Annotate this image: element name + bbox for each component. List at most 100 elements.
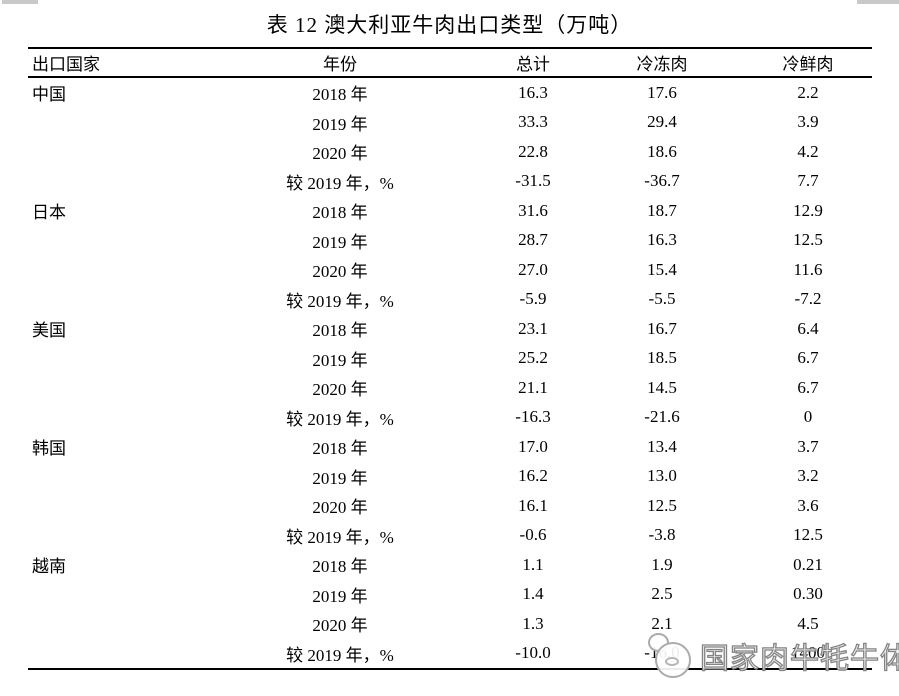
cell-frozen: 17.6 — [647, 82, 677, 102]
cell-frozen: 18.6 — [647, 141, 677, 161]
table-row: 2020 年 1.3 2.1 4.5 — [28, 609, 872, 639]
cell-year: 2020 年 — [312, 144, 368, 164]
col-header-total: 总计 — [516, 55, 550, 74]
cell-frozen: 18.5 — [647, 348, 677, 368]
table-row: 较 2019 年，% -5.9 -5.5 -7.2 — [28, 285, 872, 315]
cell-year: 2018 年 — [312, 203, 368, 223]
cell-country: 美国 — [32, 321, 66, 341]
cell-country: 日本 — [32, 203, 66, 223]
cell-year: 2018 年 — [312, 85, 368, 105]
cell-year: 2019 年 — [312, 114, 368, 134]
cell-total: 16.1 — [518, 495, 548, 515]
cell-year: 较 2019 年，% — [286, 409, 394, 429]
cell-country: 中国 — [32, 85, 66, 105]
col-header-year: 年份 — [323, 55, 357, 74]
cell-frozen: -3.8 — [648, 525, 676, 545]
cell-country: 韩国 — [32, 439, 66, 459]
cell-year: 较 2019 年，% — [286, 173, 394, 193]
cell-total: 1.1 — [522, 554, 544, 574]
cell-chilled: 2.2 — [797, 82, 819, 102]
cell-frozen: 16.3 — [647, 230, 677, 250]
cell-total: 1.4 — [522, 584, 544, 604]
cell-year: 2020 年 — [312, 380, 368, 400]
cell-chilled: 3.6 — [797, 495, 819, 515]
cell-year: 较 2019 年，% — [286, 291, 394, 311]
table-row: 2019 年 33.3 29.4 3.9 — [28, 108, 872, 138]
cell-chilled: 3.2 — [797, 466, 819, 486]
table-title: 表 12 澳大利亚牛肉出口类型（万吨） — [266, 13, 633, 37]
table-header-row: 出口国家 年份 总计 冷冻肉 冷鲜肉 — [28, 49, 872, 78]
table-row: 日本 2018 年 31.6 18.7 12.9 — [28, 196, 872, 226]
table-row: 韩国 2018 年 17.0 13.4 3.7 — [28, 432, 872, 462]
cell-total: 1.3 — [522, 613, 544, 633]
cell-chilled: 6.7 — [797, 377, 819, 397]
cell-year: 2018 年 — [312, 557, 368, 577]
cell-chilled: 4.2 — [797, 141, 819, 161]
cell-frozen: 1.9 — [651, 554, 673, 574]
cell-frozen: 29.4 — [647, 112, 677, 132]
cell-year: 2019 年 — [312, 350, 368, 370]
cell-chilled: 1400 — [791, 643, 825, 663]
cell-chilled: 12.5 — [793, 230, 823, 250]
cell-chilled: 12.9 — [793, 200, 823, 220]
beef-export-table: 出口国家 年份 总计 冷冻肉 冷鲜肉 中国 2018 年 16.3 17.6 2.2 20… — [28, 47, 872, 670]
cell-chilled: 11.6 — [793, 259, 823, 279]
cell-chilled: 12.5 — [793, 525, 823, 545]
table-row: 中国 2018 年 16.3 17.6 2.2 — [28, 78, 872, 108]
table-row: 较 2019 年，% -16.3 -21.6 0 — [28, 403, 872, 433]
cell-total: 17.0 — [518, 436, 548, 456]
cell-total: -31.5 — [515, 171, 551, 191]
table-row: 较 2019 年，% -0.6 -3.8 12.5 — [28, 521, 872, 551]
cell-chilled: 0 — [803, 407, 813, 427]
cell-frozen: -21.6 — [644, 407, 680, 427]
col-header-export-country: 出口国家 — [32, 55, 100, 74]
cell-year: 2020 年 — [312, 498, 368, 518]
table-row: 2019 年 28.7 16.3 12.5 — [28, 226, 872, 256]
cell-total: 16.3 — [518, 82, 548, 102]
cell-year: 2019 年 — [312, 586, 368, 606]
cell-total: 31.6 — [518, 200, 548, 220]
cell-total: 25.2 — [518, 348, 548, 368]
cell-year: 2020 年 — [312, 616, 368, 636]
top-left-edge-artifact — [2, 0, 38, 4]
cell-frozen: 16.7 — [647, 318, 677, 338]
cell-year: 较 2019 年，% — [286, 645, 394, 665]
table-row: 2020 年 21.1 14.5 6.7 — [28, 373, 872, 403]
cell-chilled: 4.5 — [797, 613, 819, 633]
table-row: 2019 年 1.4 2.5 0.30 — [28, 580, 872, 610]
table-row: 2020 年 16.1 12.5 3.6 — [28, 491, 872, 521]
cell-frozen: 12.5 — [647, 495, 677, 515]
cell-frozen: 14.5 — [647, 377, 677, 397]
cell-frozen: -36.7 — [644, 171, 680, 191]
cell-frozen: -16.0 — [644, 643, 680, 663]
cell-chilled: 6.7 — [797, 348, 819, 368]
table-row: 2020 年 22.8 18.6 4.2 — [28, 137, 872, 167]
cell-chilled: 6.4 — [797, 318, 819, 338]
cell-total: 28.7 — [518, 230, 548, 250]
table-row: 较 2019 年，% -31.5 -36.7 7.7 — [28, 167, 872, 197]
cell-year: 2019 年 — [312, 468, 368, 488]
cell-total: 27.0 — [518, 259, 548, 279]
cell-frozen: 15.4 — [647, 259, 677, 279]
top-right-edge-artifact — [857, 0, 899, 4]
cell-year: 2018 年 — [312, 321, 368, 341]
table-row: 2020 年 27.0 15.4 11.6 — [28, 255, 872, 285]
cell-frozen: -5.5 — [648, 289, 676, 309]
table-row: 2019 年 25.2 18.5 6.7 — [28, 344, 872, 374]
cell-chilled: 0.30 — [793, 584, 823, 604]
cell-total: 33.3 — [518, 112, 548, 132]
col-header-chilled-meat: 冷鲜肉 — [782, 55, 834, 74]
cell-total: 22.8 — [518, 141, 548, 161]
cell-frozen: 2.1 — [651, 613, 673, 633]
cell-total: -10.0 — [515, 643, 551, 663]
cell-chilled: 0.21 — [793, 554, 823, 574]
cell-total: 21.1 — [518, 377, 548, 397]
cell-year: 2019 年 — [312, 232, 368, 252]
table-row: 越南 2018 年 1.1 1.9 0.21 — [28, 550, 872, 580]
cell-chilled: 3.7 — [797, 436, 819, 456]
table-body: 中国 2018 年 16.3 17.6 2.2 2019 年 33.3 29.4 3.9 2020… — [28, 78, 872, 668]
cell-country: 越南 — [32, 557, 66, 577]
cell-chilled: -7.2 — [794, 289, 822, 309]
cell-chilled: 7.7 — [797, 171, 819, 191]
